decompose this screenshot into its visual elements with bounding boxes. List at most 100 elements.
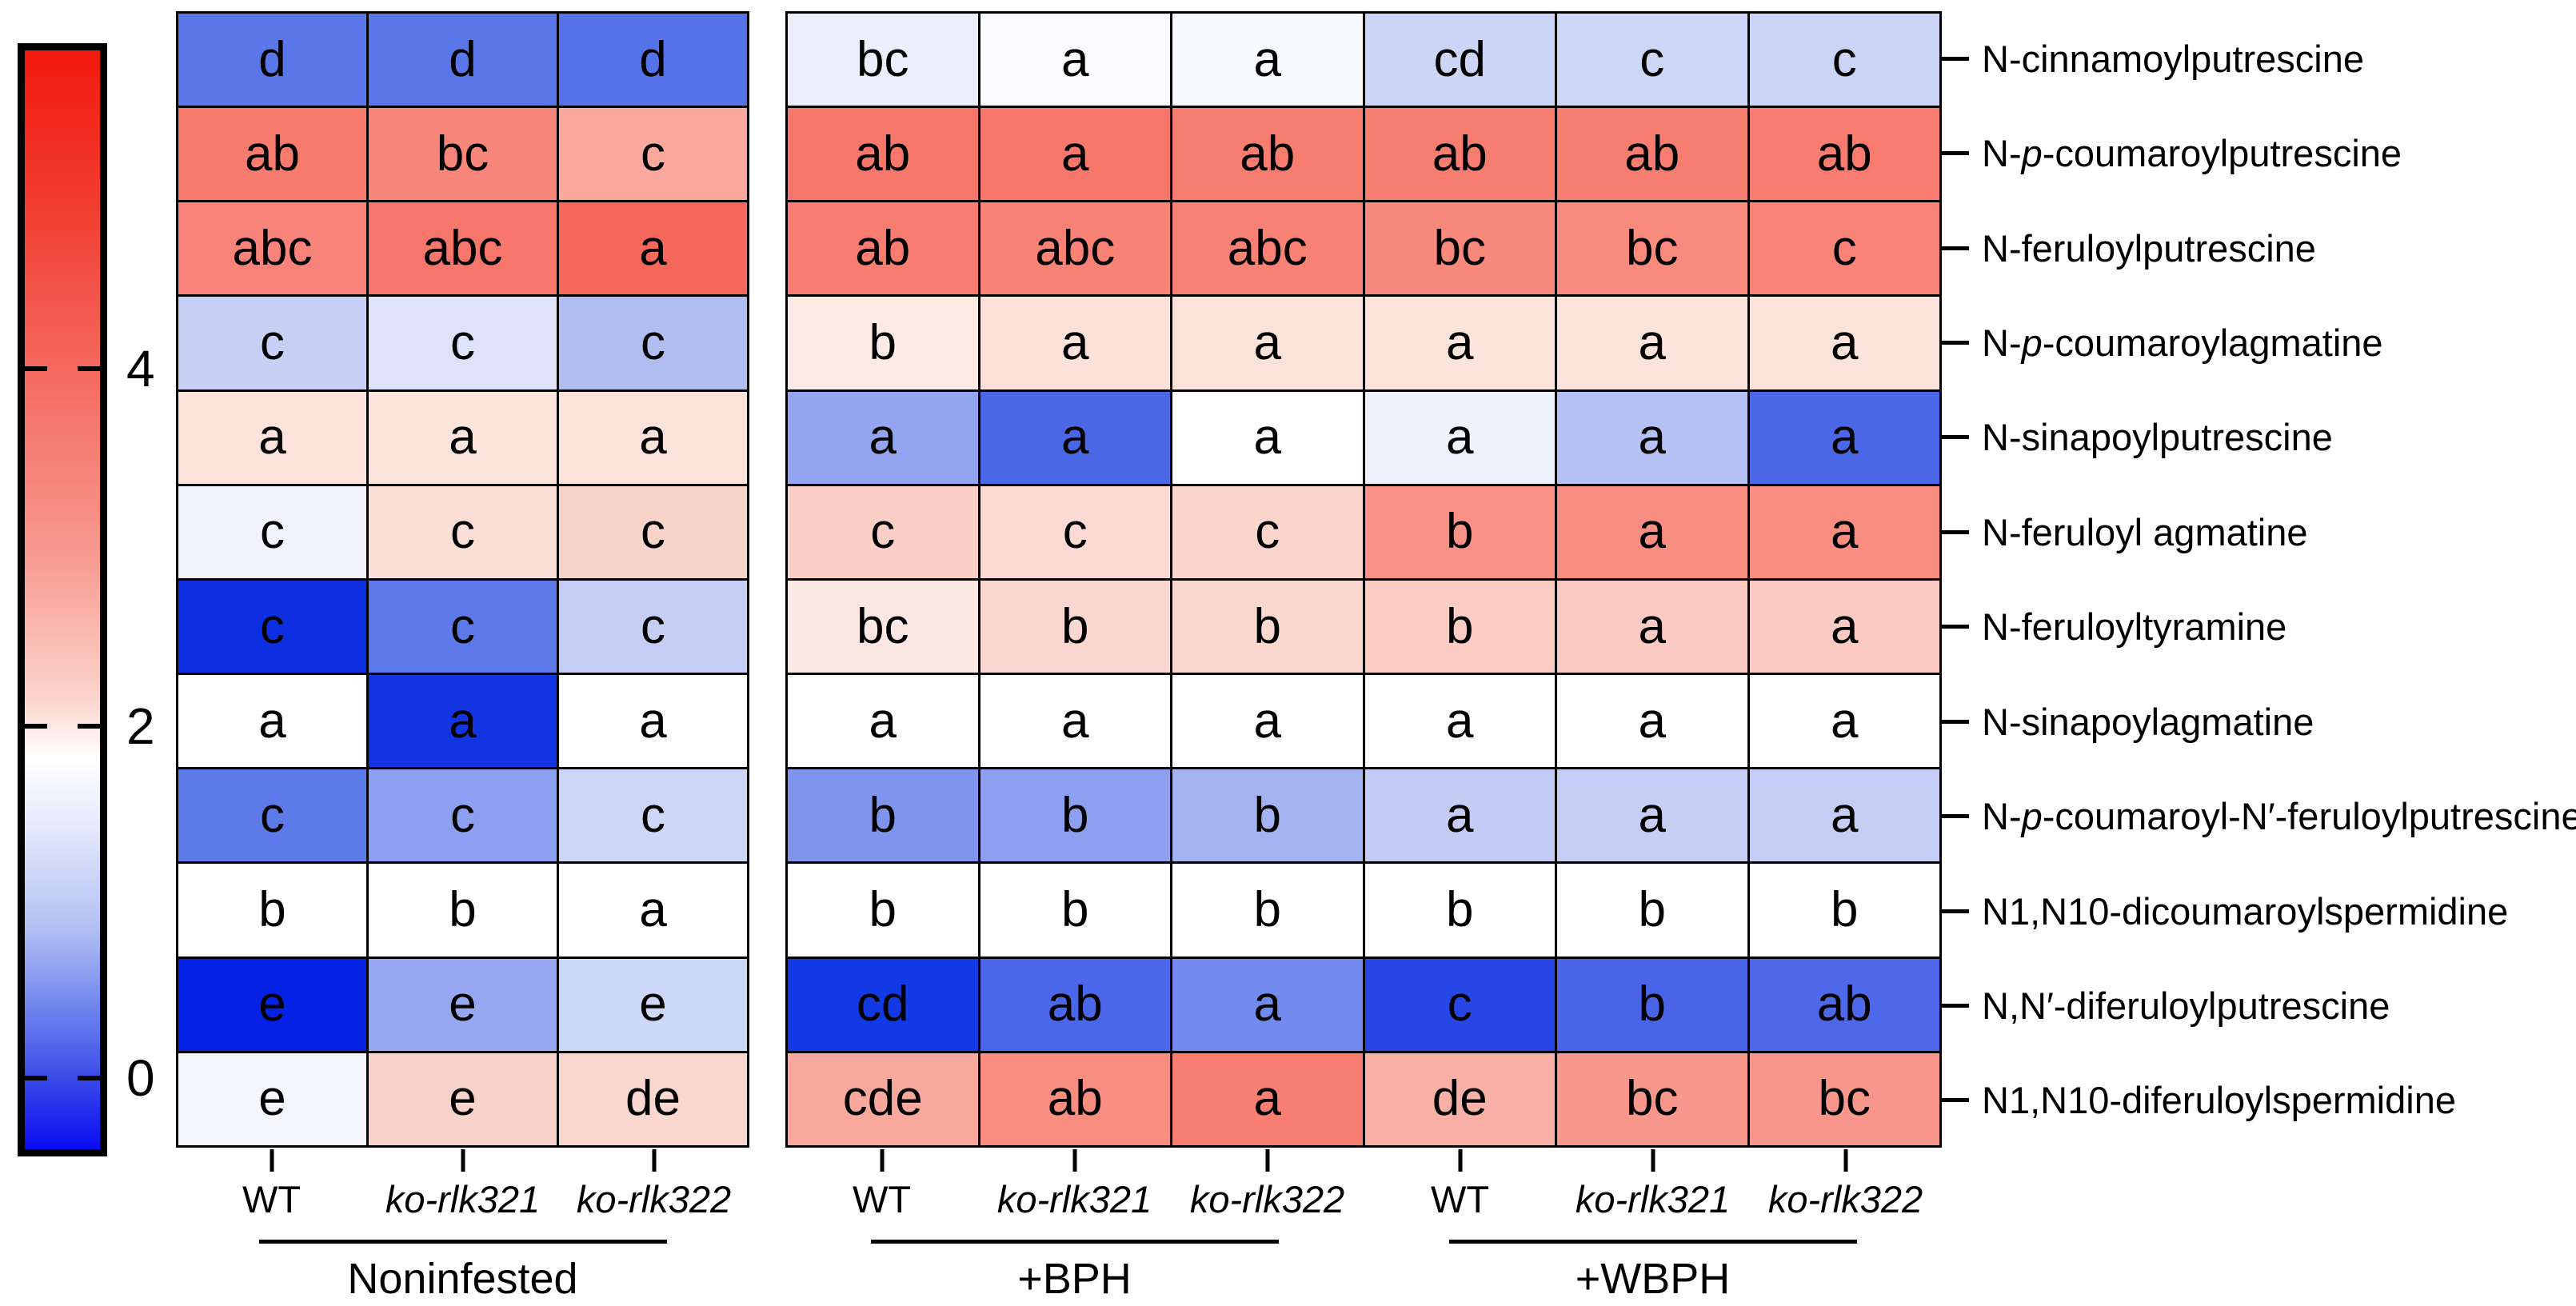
heatmap-cell: bc <box>1364 202 1555 295</box>
heatmap-cell: ab <box>980 958 1170 1051</box>
heatmap-cell: a <box>1557 391 1747 484</box>
row-tick-icon <box>1942 1098 1969 1103</box>
heatmap-cell: a <box>1557 580 1747 673</box>
heatmap-cell: c <box>369 580 557 673</box>
genotype-label: ko-rlk321 <box>385 1178 541 1220</box>
heatmap-cell: a <box>1557 485 1747 578</box>
heatmap-cell: a <box>980 297 1170 389</box>
heatmap-cell: abc <box>178 202 366 295</box>
colorbar-tick-mark <box>78 724 100 729</box>
row-tick-icon <box>1942 1003 1969 1008</box>
heatmap-cell: c <box>178 769 366 862</box>
heatmap-cell: c <box>559 297 747 389</box>
row-label-item: N-feruloyl agmatine <box>1942 485 2576 579</box>
heatmap-cell: de <box>559 1052 747 1145</box>
row-tick-icon <box>1942 719 1969 724</box>
row-label: N-sinapoylagmatine <box>1982 700 2314 743</box>
heatmap-cell: a <box>980 108 1170 201</box>
genotype-label: ko-rlk321 <box>996 1178 1152 1220</box>
group-label: +BPH <box>1017 1255 1132 1303</box>
genotype-label: WT <box>852 1178 912 1220</box>
heatmap-cell: ab <box>1364 108 1555 201</box>
column-tick-mark <box>461 1149 465 1172</box>
heatmap-cell: c <box>559 485 747 578</box>
heatmap-cell: c <box>178 297 366 389</box>
row-label: N1,N10-diferuloylspermidine <box>1982 1079 2456 1122</box>
row-label-item: N-sinapoylagmatine <box>1942 674 2576 769</box>
heatmap-cell: c <box>1749 202 1939 295</box>
heatmap-cell: a <box>559 391 747 484</box>
heatmap-cell: d <box>178 14 366 106</box>
column-tick-mark <box>1843 1149 1847 1172</box>
row-label: N1,N10-dicoumaroylspermidine <box>1982 889 2509 933</box>
heatmap-cell: b <box>1364 485 1555 578</box>
heatmap-cell: cd <box>788 958 978 1051</box>
genotype-label: ko-rlk322 <box>1767 1178 1923 1220</box>
heatmap-cell: a <box>559 675 747 768</box>
heatmap-cell: a <box>1172 958 1363 1051</box>
row-label-item: N-feruloylputrescine <box>1942 201 2576 295</box>
heatmap-cell: cde <box>788 1052 978 1145</box>
heatmap-cell: a <box>980 675 1170 768</box>
heatmap-cell: b <box>788 864 978 957</box>
heatmap-cell: c <box>178 485 366 578</box>
group-underline <box>870 1240 1279 1244</box>
colorbar <box>18 43 107 1156</box>
heatmap-cell: c <box>369 769 557 862</box>
heatmap-cell: b <box>1364 580 1555 673</box>
heatmap-cell: a <box>1172 1052 1363 1145</box>
heatmap-cell: d <box>559 14 747 106</box>
heatmap-cell: c <box>1557 14 1747 106</box>
genotype-label: ko-rlk322 <box>1189 1178 1345 1220</box>
heatmap-cell: a <box>1172 675 1363 768</box>
heatmap-cell: bc <box>788 580 978 673</box>
heatmap-cell: ab <box>178 108 366 201</box>
heatmap-cell: b <box>369 864 557 957</box>
row-label-item: N-cinnamoylputrescine <box>1942 11 2576 106</box>
heatmap-cell: c <box>369 297 557 389</box>
row-label-item: N-sinapoylputrescine <box>1942 390 2576 485</box>
heatmap-cell: b <box>1364 864 1555 957</box>
heatmap-cell: b <box>1557 864 1747 957</box>
heatmap-cell: b <box>980 580 1170 673</box>
heatmap-cell: c <box>1749 14 1939 106</box>
heatmap-cell: e <box>369 958 557 1051</box>
row-label-item: N-p-coumaroylagmatine <box>1942 295 2576 389</box>
colorbar-gradient <box>25 50 100 1149</box>
heatmap-cell: a <box>1749 675 1939 768</box>
heatmap-cell: ab <box>1749 108 1939 201</box>
heatmap-cell: bc <box>1557 202 1747 295</box>
heatmap-cell: e <box>369 1052 557 1145</box>
colorbar-tick-mark <box>25 1075 47 1080</box>
row-tick-icon <box>1942 56 1969 61</box>
heatmap-cell: e <box>559 958 747 1051</box>
row-label: N-feruloyltyramine <box>1982 605 2287 649</box>
heatmap-cell: b <box>1749 864 1939 957</box>
heatmap-cell: a <box>1557 675 1747 768</box>
column-tick-mark <box>1458 1149 1462 1172</box>
row-label-item: N-feruloyltyramine <box>1942 580 2576 674</box>
row-tick-icon <box>1942 435 1969 440</box>
heatmap-cell: a <box>369 675 557 768</box>
column-tick-mark <box>880 1149 884 1172</box>
column-tick-mark <box>652 1149 656 1172</box>
colorbar-tick-mark <box>78 1075 100 1080</box>
heatmap-cell: c <box>788 485 978 578</box>
heatmap-cell: b <box>1172 864 1363 957</box>
heatmap-cell: a <box>1749 580 1939 673</box>
heatmap-cell: c <box>559 580 747 673</box>
heatmap-cell: b <box>788 297 978 389</box>
row-label-item: N,N′-diferuloylputrescine <box>1942 958 2576 1052</box>
row-tick-icon <box>1942 340 1969 345</box>
heatmap-cell: de <box>1364 1052 1555 1145</box>
heatmap-cell: a <box>1172 297 1363 389</box>
heatmap-cell: abc <box>369 202 557 295</box>
heatmap-cell: bc <box>369 108 557 201</box>
heatmap-cell: d <box>369 14 557 106</box>
heatmap-cell: bc <box>1749 1052 1939 1145</box>
heatmap-cell: a <box>178 675 366 768</box>
row-tick-icon <box>1942 625 1969 629</box>
row-label-item: N1,N10-dicoumaroylspermidine <box>1942 864 2576 958</box>
genotype-labels-infested: WT ko-rlk321 ko-rlk322 WT ko-rlk321 ko-rlk322 <box>785 1177 1942 1221</box>
heatmap-cell: e <box>178 1052 366 1145</box>
